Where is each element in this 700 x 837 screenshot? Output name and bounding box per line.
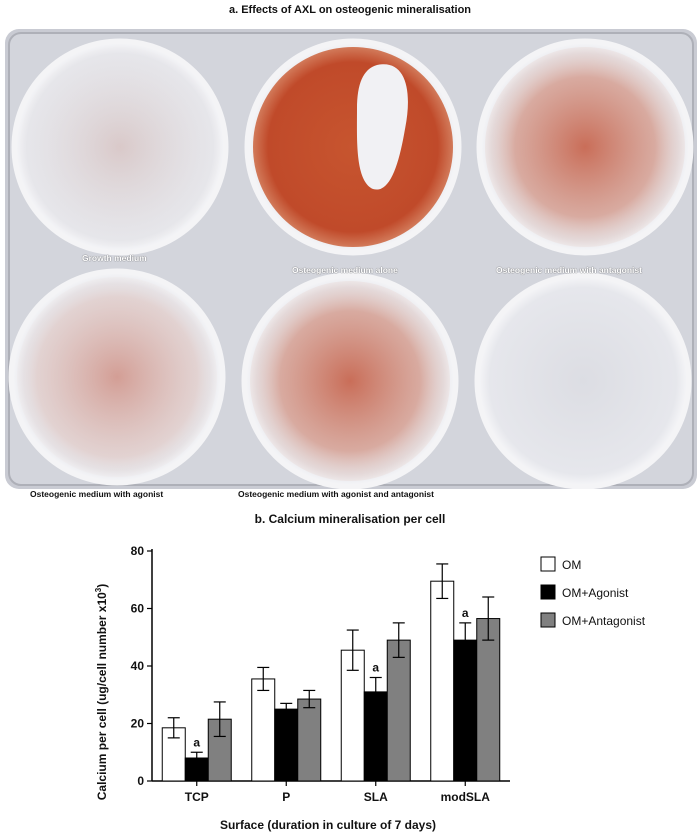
x-tick-label: P — [282, 790, 290, 804]
well-label-growth-medium: Growth medium — [82, 253, 147, 263]
significance-label: a — [462, 606, 469, 620]
x-tick-label: SLA — [364, 790, 388, 804]
bar-om-modsla — [430, 580, 455, 782]
y-tick-label: 0 — [137, 774, 144, 788]
legend-swatch — [540, 556, 556, 572]
legend-swatch — [540, 612, 556, 628]
legend-label: OM+Antagonist — [562, 614, 646, 628]
y-tick-label: 20 — [131, 717, 145, 731]
significance-label: a — [372, 661, 379, 675]
well-label-osteogenic-alone: Osteogenic medium alone — [292, 265, 398, 275]
well-6 — [474, 272, 692, 489]
x-tick-label: TCP — [185, 790, 209, 804]
y-axis-label: Calcium per cell (ug/cell number x103) — [94, 584, 109, 801]
panel-b-title: b. Calcium mineralisation per cell — [254, 512, 446, 526]
well-label-osteogenic-antagonist: Osteogenic medium with antagonist — [496, 265, 642, 275]
panel-a-title: a. Effects of AXL on osteogenic minerali… — [228, 4, 472, 16]
y-tick-label: 40 — [131, 659, 145, 673]
y-tick-label: 60 — [131, 602, 145, 616]
bar-om-agonist-modsla — [453, 639, 478, 782]
x-axis-label: Surface (duration in culture of 7 days) — [220, 818, 436, 832]
y-tick-label: 80 — [131, 544, 145, 558]
calcium-bar-chart: 0 20 40 60 80 TCP P SLA modSLA a a a Calcium per ce… — [94, 544, 646, 832]
well-label-osteogenic-agonist-antagonist: Osteogenic medium with agonist and antag… — [238, 489, 434, 499]
bar-om-p — [251, 678, 276, 782]
well-label-osteogenic-agonist: Osteogenic medium with agonist — [30, 489, 164, 499]
significance-label: a — [193, 735, 200, 749]
x-tick-label: modSLA — [441, 790, 491, 804]
bar-om-antagonist-modsla — [476, 618, 501, 782]
culture-plate-image — [5, 29, 697, 489]
legend-label: OM — [562, 558, 581, 572]
legend-label: OM+Agonist — [562, 586, 629, 600]
bar-om-antagonist-sla — [386, 639, 411, 782]
bar-om-agonist-p — [274, 708, 299, 782]
chart-legend: OM OM+Agonist OM+Antagonist — [540, 556, 646, 628]
bar-om-antagonist-p — [297, 698, 322, 782]
legend-swatch — [540, 584, 556, 600]
